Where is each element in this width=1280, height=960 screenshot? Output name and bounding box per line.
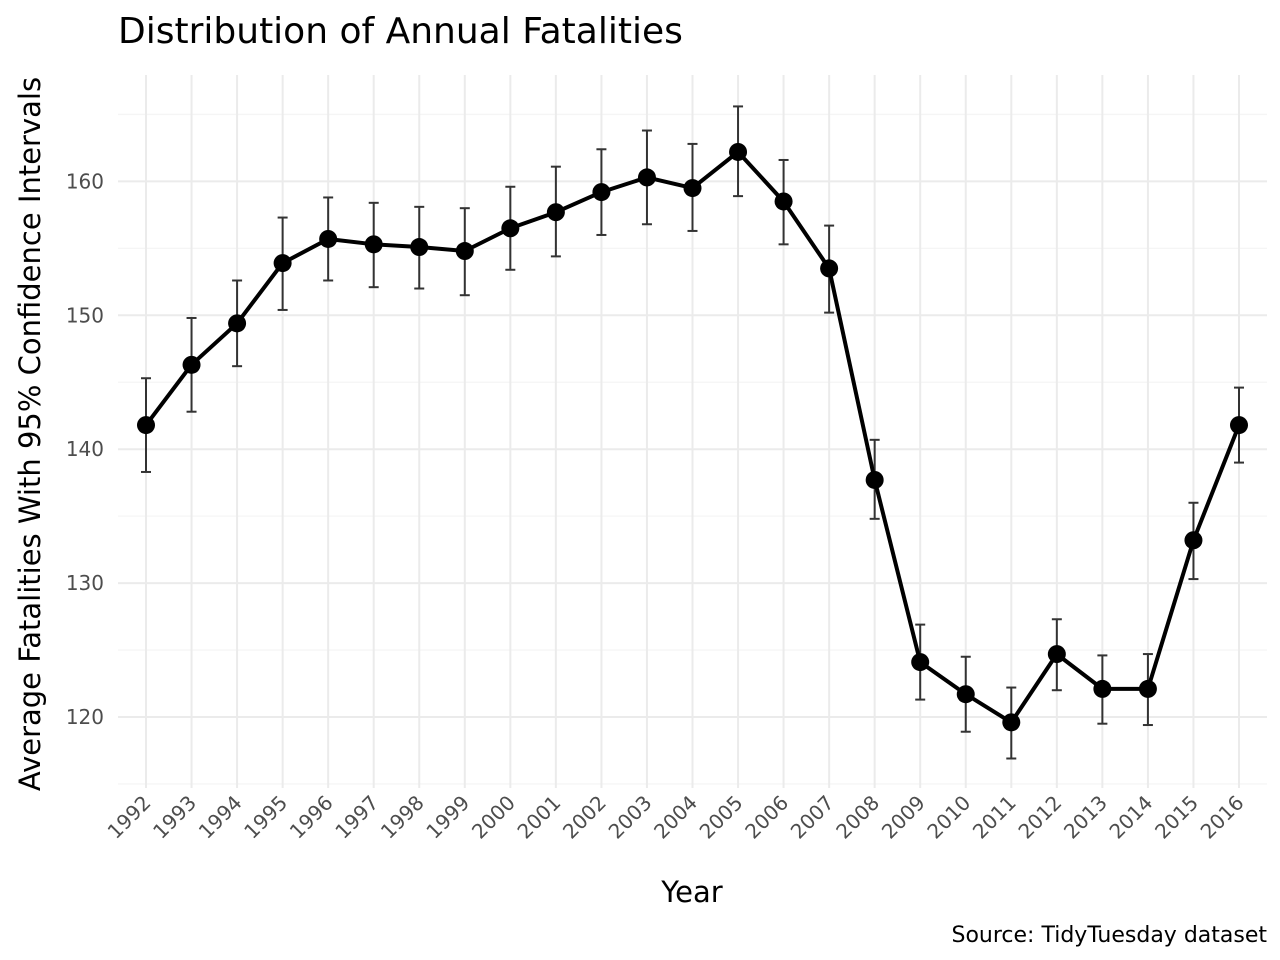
x-tick-label: 2004 [649, 791, 702, 844]
x-axis-title: Year [660, 875, 722, 909]
data-point [865, 470, 884, 489]
y-tick-label: 160 [66, 169, 104, 193]
y-tick-label: 150 [66, 303, 104, 327]
data-point [455, 242, 474, 261]
data-point [1184, 531, 1203, 550]
y-tick-labels: 120 130 140 150 160 [66, 169, 104, 729]
x-tick-label: 2001 [512, 791, 565, 844]
x-tick-label: 2013 [1059, 791, 1112, 844]
grid [118, 75, 1267, 788]
data-point [1047, 645, 1066, 664]
data-point [319, 229, 338, 248]
x-tick-label: 2015 [1150, 791, 1203, 844]
data-point [683, 179, 702, 198]
data-point [911, 653, 930, 672]
data-point [273, 254, 292, 273]
x-tick-label: 1998 [376, 791, 429, 844]
data-point [1002, 713, 1021, 732]
x-tick-label: 1992 [103, 791, 156, 844]
x-tick-labels: 1992199319941995199619971998199920002001… [103, 791, 1249, 844]
x-tick-label: 2007 [786, 791, 839, 844]
data-point [546, 203, 565, 222]
y-axis-title: Average Fatalities With 95% Confidence I… [13, 77, 47, 791]
data-point [182, 355, 201, 374]
x-tick-label: 1993 [148, 791, 201, 844]
data-point [1093, 679, 1112, 698]
data-point [592, 183, 611, 202]
x-tick-label: 2000 [467, 791, 520, 844]
data-point [410, 238, 429, 257]
x-tick-label: 2008 [831, 791, 884, 844]
x-tick-label: 2011 [968, 791, 1021, 844]
x-tick-label: 2014 [1104, 791, 1157, 844]
y-tick-label: 140 [66, 437, 104, 461]
x-tick-label: 2009 [877, 791, 930, 844]
data-point [956, 685, 975, 704]
data-point [774, 192, 793, 211]
y-tick-label: 130 [66, 571, 104, 595]
data-point [364, 235, 383, 254]
x-tick-label: 1999 [421, 791, 474, 844]
x-tick-label: 1997 [330, 791, 383, 844]
data-point [820, 259, 839, 278]
data-point [1138, 679, 1157, 698]
data-point [501, 219, 520, 238]
x-tick-label: 2006 [740, 791, 793, 844]
x-tick-label: 2012 [1013, 791, 1066, 844]
data-points [137, 142, 1248, 732]
x-tick-label: 2002 [558, 791, 611, 844]
x-tick-label: 1994 [194, 791, 247, 844]
x-tick-label: 2016 [1196, 791, 1249, 844]
data-point [137, 416, 155, 435]
source-caption: Source: TidyTuesday dataset [952, 923, 1268, 948]
data-point [228, 314, 247, 333]
x-tick-label: 2003 [604, 791, 657, 844]
data-point [729, 142, 748, 161]
x-tick-label: 2010 [922, 791, 975, 844]
data-point [1230, 416, 1248, 435]
x-tick-label: 2005 [695, 791, 748, 844]
x-tick-label: 1995 [239, 791, 292, 844]
data-point [637, 168, 656, 187]
chart-title: Distribution of Annual Fatalities [118, 11, 683, 52]
x-tick-label: 1996 [285, 791, 338, 844]
y-tick-label: 120 [66, 705, 104, 729]
